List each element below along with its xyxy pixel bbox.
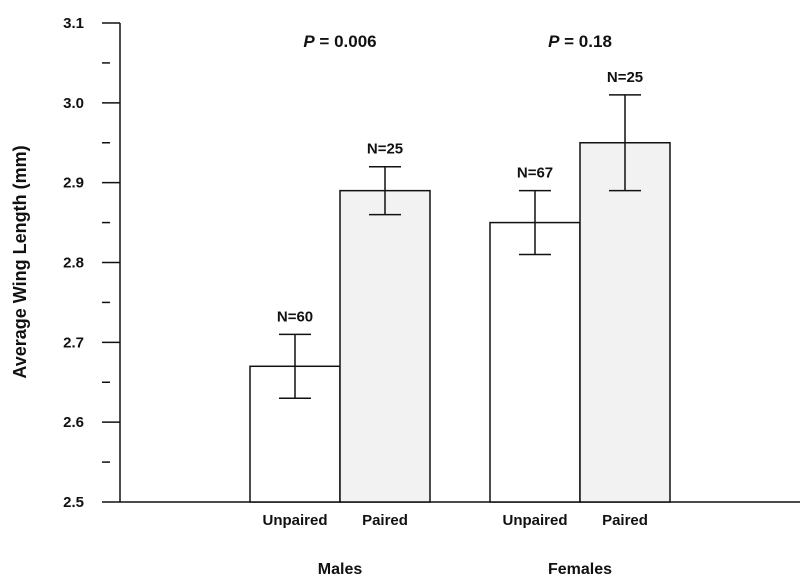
group-label: Females xyxy=(548,561,612,578)
bar-females-paired xyxy=(579,142,671,503)
bar-males-paired xyxy=(339,189,431,503)
sample-size-label: N=60 xyxy=(277,308,313,325)
y-tick-label: 3.0 xyxy=(63,95,84,112)
category-label: Unpaired xyxy=(502,512,567,529)
y-tick-label: 3.1 xyxy=(63,15,84,32)
bars xyxy=(249,94,671,503)
y-axis-title: Average Wing Length (mm) xyxy=(10,145,30,378)
sample-size-label: N=25 xyxy=(367,141,403,158)
category-label: Paired xyxy=(602,512,648,529)
y-tick-label: 2.6 xyxy=(63,414,84,431)
category-label: Paired xyxy=(362,512,408,529)
y-tick-label: 2.8 xyxy=(63,255,84,272)
p-value-label: P = 0.18 xyxy=(548,32,612,51)
category-label: Unpaired xyxy=(262,512,327,529)
sample-size-label: N=67 xyxy=(517,165,553,182)
y-tick-label: 2.9 xyxy=(63,175,84,192)
y-tick-label: 2.7 xyxy=(63,334,84,351)
y-tick-label: 2.5 xyxy=(63,494,84,511)
axes xyxy=(102,22,800,503)
p-value-label: P = 0.006 xyxy=(303,32,376,51)
group-label: Males xyxy=(318,561,363,578)
labels: 2.5 2.6 2.7 2.8 2.9 3.0 3.1 N=60 Unpaired N=25 Pai… xyxy=(63,15,648,578)
bar-females-unpaired xyxy=(489,221,581,503)
sample-size-label: N=25 xyxy=(607,69,643,86)
